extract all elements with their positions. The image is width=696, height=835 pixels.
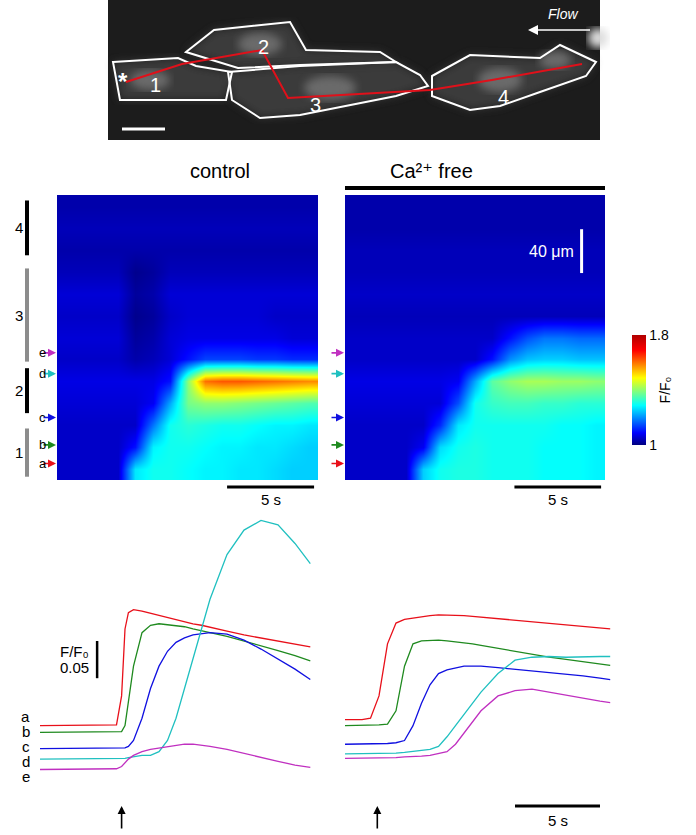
svg-text:*: * xyxy=(118,68,128,95)
svg-text:5 s: 5 s xyxy=(261,491,281,508)
svg-text:e: e xyxy=(22,768,30,785)
svg-text:1: 1 xyxy=(15,444,23,461)
svg-text:2: 2 xyxy=(258,36,269,58)
svg-text:3: 3 xyxy=(310,94,321,116)
svg-text:d: d xyxy=(39,366,46,381)
svg-text:1: 1 xyxy=(649,437,657,453)
svg-text:1: 1 xyxy=(150,74,161,96)
svg-text:2: 2 xyxy=(15,382,23,399)
svg-text:control: control xyxy=(190,160,250,182)
svg-text:b: b xyxy=(39,437,46,452)
svg-text:3: 3 xyxy=(15,307,23,324)
svg-text:5 s: 5 s xyxy=(548,812,568,829)
svg-text:c: c xyxy=(39,410,46,425)
svg-text:a: a xyxy=(21,708,30,725)
svg-text:b: b xyxy=(22,723,30,740)
svg-text:F/F₀: F/F₀ xyxy=(657,376,673,403)
svg-text:F/F₀: F/F₀ xyxy=(60,643,89,660)
svg-text:Ca²⁺ free: Ca²⁺ free xyxy=(390,160,473,182)
svg-text:d: d xyxy=(22,753,30,770)
svg-text:4: 4 xyxy=(498,86,509,108)
svg-text:5 s: 5 s xyxy=(548,491,568,508)
svg-text:1.8: 1.8 xyxy=(649,327,669,343)
svg-text:e: e xyxy=(39,345,46,360)
svg-text:0.05: 0.05 xyxy=(60,659,89,676)
svg-text:Flow: Flow xyxy=(548,6,578,22)
svg-text:a: a xyxy=(39,456,47,471)
svg-text:40 μm: 40 μm xyxy=(529,243,574,260)
svg-text:4: 4 xyxy=(15,219,23,236)
svg-text:c: c xyxy=(22,738,30,755)
